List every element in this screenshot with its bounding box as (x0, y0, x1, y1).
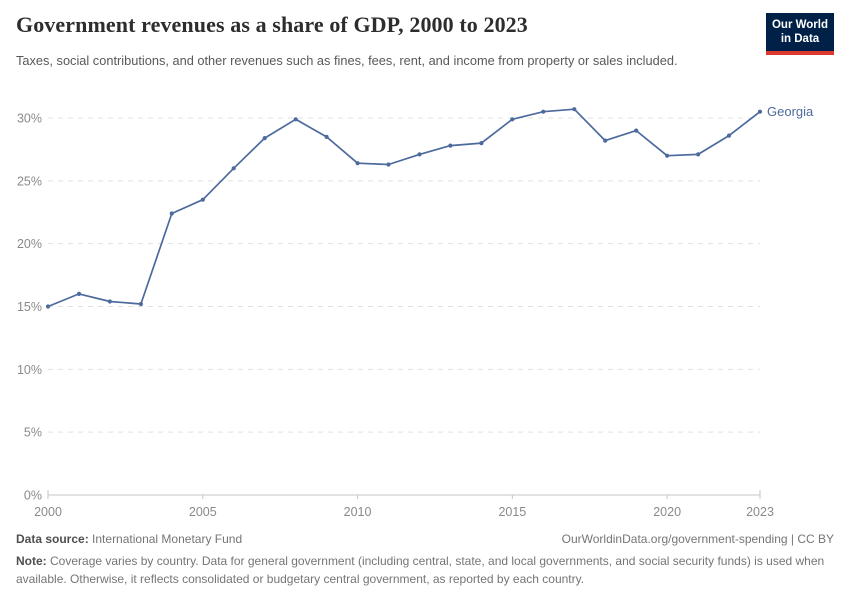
x-axis-label: 2023 (746, 505, 774, 519)
data-point-marker[interactable] (45, 304, 51, 309)
y-axis-label: 10% (17, 363, 42, 377)
data-point-marker[interactable] (726, 133, 732, 138)
data-point-marker[interactable] (138, 301, 143, 307)
y-axis-label: 30% (17, 112, 42, 126)
data-point-marker[interactable] (169, 211, 174, 216)
x-axis-label: 2020 (653, 505, 681, 519)
data-source: Data source: International Monetary Fund (16, 531, 242, 548)
x-axis-label: 2010 (344, 505, 372, 519)
data-point-marker[interactable] (541, 109, 546, 114)
x-axis-label: 2000 (34, 505, 62, 519)
data-point-marker[interactable] (262, 136, 267, 141)
series-label-georgia[interactable]: Georgia (767, 104, 814, 119)
data-point-marker[interactable] (324, 134, 329, 139)
data-point-marker[interactable] (448, 143, 453, 148)
owid-logo-line2: in Data (780, 33, 820, 46)
owid-logo-line1: Our World (771, 19, 828, 31)
data-point-marker[interactable] (386, 162, 391, 167)
data-point-marker[interactable] (603, 138, 608, 143)
data-source-label: Data source: (16, 532, 89, 546)
x-axis-label: 2005 (189, 505, 217, 519)
data-point-marker[interactable] (200, 197, 205, 202)
data-source-value: International Monetary Fund (92, 532, 243, 546)
x-axis-label: 2015 (498, 505, 526, 519)
chart-note-label: Note: (16, 554, 47, 569)
chart-footer: Data source: International Monetary Fund… (16, 531, 834, 588)
y-axis-label: 5% (24, 426, 42, 440)
data-point-marker[interactable] (107, 299, 112, 304)
line-georgia[interactable] (47, 108, 761, 308)
data-point-marker[interactable] (572, 107, 577, 112)
chart-note: Note: Coverage varies by country. Data f… (16, 553, 834, 588)
data-point-marker[interactable] (634, 128, 639, 133)
data-point-marker[interactable] (417, 152, 422, 157)
chart-subtitle: Taxes, social contributions, and other r… (16, 53, 678, 68)
chart-svg[interactable]: 0% 5% 10% 15% 20% 25% 30% 2000 2005 2010 2015 2020 2… (0, 85, 850, 530)
y-axis-label: 15% (17, 300, 42, 314)
data-point-marker[interactable] (76, 291, 82, 296)
y-axis-label: 20% (17, 237, 42, 251)
y-axis-label: 0% (24, 489, 42, 503)
data-point-marker[interactable] (665, 153, 670, 158)
chart-note-text: Coverage varies by country. Data for gen… (16, 554, 825, 586)
data-point-marker[interactable] (293, 117, 298, 122)
y-axis-label: 25% (17, 174, 42, 188)
chart-title: Government revenues as a share of GDP, 2… (16, 12, 528, 37)
footer-link[interactable]: OurWorldinData.org/government-spending |… (561, 532, 834, 546)
data-point-marker[interactable] (355, 161, 360, 166)
data-point-marker[interactable] (510, 117, 515, 122)
data-point-marker[interactable] (479, 141, 484, 146)
data-point-marker[interactable] (757, 109, 763, 114)
owid-logo[interactable]: Our World in Data (766, 13, 834, 55)
data-point-marker[interactable] (696, 152, 701, 157)
data-point-marker[interactable] (231, 166, 236, 171)
